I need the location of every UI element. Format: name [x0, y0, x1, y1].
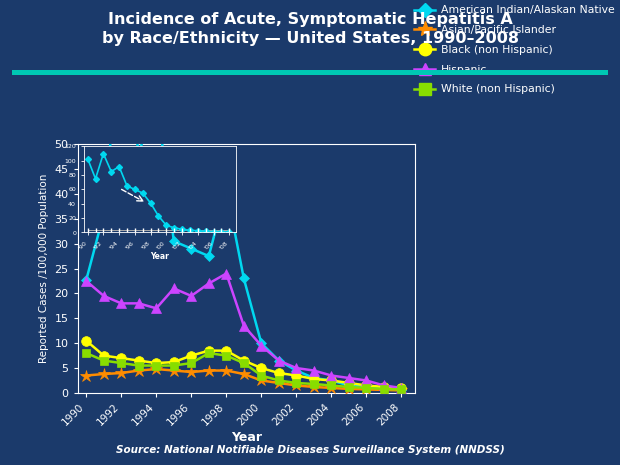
Y-axis label: Reported Cases /100,000 Population: Reported Cases /100,000 Population	[39, 174, 49, 363]
X-axis label: Year: Year	[231, 431, 262, 444]
Legend: American Indian/Alaskan Native, Asian/Pacific Islander, Black (non Hispanic), Hi: American Indian/Alaskan Native, Asian/Pa…	[414, 6, 614, 94]
Text: Source: National Notifiable Diseases Surveillance System (NNDSS): Source: National Notifiable Diseases Sur…	[115, 445, 505, 455]
X-axis label: Year: Year	[150, 252, 169, 261]
Text: Incidence of Acute, Symptomatic Hepatitis A
by Race/Ethnicity — United States, 1: Incidence of Acute, Symptomatic Hepatiti…	[102, 12, 518, 46]
